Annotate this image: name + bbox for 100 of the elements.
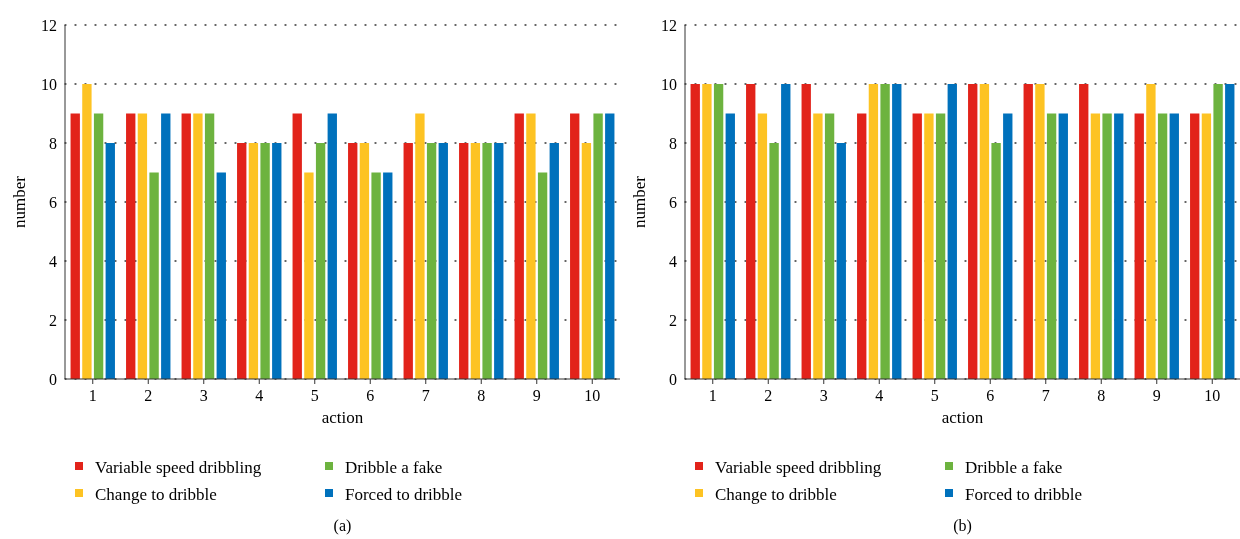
bar — [272, 143, 282, 379]
bar — [526, 113, 536, 379]
legend-label: Variable speed dribbling — [95, 457, 262, 477]
bar — [924, 113, 934, 379]
y-tick-label: 6 — [669, 193, 677, 211]
bar — [593, 113, 603, 379]
bar — [383, 172, 393, 379]
bar — [935, 113, 946, 379]
bar — [315, 143, 326, 379]
bar — [1102, 113, 1112, 379]
bar — [857, 113, 867, 379]
bar — [260, 143, 270, 379]
y-tick-label: 4 — [49, 252, 57, 270]
x-tick-label: 8 — [477, 387, 486, 404]
bar — [438, 143, 448, 379]
text: (a) — [333, 517, 352, 535]
bar — [947, 84, 957, 379]
bar — [514, 113, 524, 379]
bar — [181, 113, 191, 379]
y-tick-label: 10 — [41, 75, 57, 93]
y-tick-label: 0 — [669, 370, 677, 388]
bar — [137, 113, 148, 379]
x-tick-label: 10 — [1204, 387, 1221, 404]
y-tick-label: 2 — [49, 311, 57, 329]
bar — [327, 113, 337, 379]
bar — [216, 172, 226, 379]
bar — [403, 143, 413, 379]
y-tick-label: 8 — [669, 134, 677, 152]
bar — [912, 113, 922, 379]
bar — [93, 113, 104, 379]
bar — [725, 113, 735, 379]
x-tick-label: 8 — [1097, 387, 1106, 404]
bar — [482, 143, 492, 379]
bar — [1169, 113, 1179, 379]
legend-label: Variable speed dribbling — [715, 457, 882, 477]
bar — [1190, 113, 1200, 379]
bar — [690, 84, 700, 379]
bar — [581, 143, 592, 379]
x-tick-label: 2 — [764, 387, 773, 404]
bar — [605, 113, 615, 379]
bar — [549, 143, 559, 379]
bar — [868, 84, 879, 379]
y-tick-label: 6 — [49, 193, 57, 211]
bar — [836, 143, 846, 379]
bar — [1023, 84, 1033, 379]
y-tick-label: 0 — [49, 370, 57, 388]
x-tick-label: 3 — [819, 387, 828, 404]
x-axis-title: action — [941, 408, 984, 427]
legend-label: Change to dribble — [95, 484, 217, 504]
bar — [1201, 113, 1212, 379]
bar — [1225, 84, 1235, 379]
x-tick-label: 5 — [310, 387, 319, 404]
y-tick-label: 8 — [49, 134, 57, 152]
legend-label: Forced to dribble — [965, 484, 1083, 504]
bar — [70, 113, 80, 379]
bar — [1146, 84, 1156, 379]
bar — [968, 84, 978, 379]
bar — [470, 143, 481, 379]
bar — [1213, 84, 1223, 379]
bar — [237, 143, 247, 379]
bar — [348, 143, 358, 379]
y-tick-label: 12 — [41, 16, 57, 34]
bar — [359, 143, 370, 379]
bar — [82, 84, 92, 379]
bar — [570, 113, 580, 379]
x-tick-label: 1 — [88, 387, 97, 404]
bar — [824, 113, 835, 379]
bar — [1079, 84, 1089, 379]
bar — [1157, 113, 1168, 379]
x-tick-label: 4 — [255, 387, 264, 404]
bar — [292, 113, 302, 379]
x-tick-label: 9 — [532, 387, 541, 404]
legend-label: Forced to dribble — [345, 484, 463, 504]
bar — [204, 113, 215, 379]
bar — [426, 143, 437, 379]
bar — [991, 143, 1001, 379]
x-axis-title: action — [321, 408, 364, 427]
bar — [880, 84, 890, 379]
x-tick-label: 1 — [708, 387, 717, 404]
bar — [494, 143, 504, 379]
bar — [1035, 84, 1045, 379]
legend-label: Dribble a fake — [965, 457, 1063, 477]
x-tick-label: 10 — [584, 387, 601, 404]
bar — [892, 84, 902, 379]
bar — [1003, 113, 1013, 379]
x-tick-label: 9 — [1152, 387, 1161, 404]
bar — [979, 84, 990, 379]
bar — [1114, 113, 1124, 379]
bar — [248, 143, 259, 379]
bar — [193, 113, 203, 379]
bar — [702, 84, 712, 379]
bar — [813, 113, 823, 379]
bar — [1090, 113, 1101, 379]
x-tick-label: 5 — [930, 387, 939, 404]
bar — [801, 84, 811, 379]
bar — [1058, 113, 1068, 379]
bar — [459, 143, 469, 379]
x-tick-label: 7 — [421, 387, 430, 404]
bar — [371, 172, 381, 379]
bar — [415, 113, 425, 379]
